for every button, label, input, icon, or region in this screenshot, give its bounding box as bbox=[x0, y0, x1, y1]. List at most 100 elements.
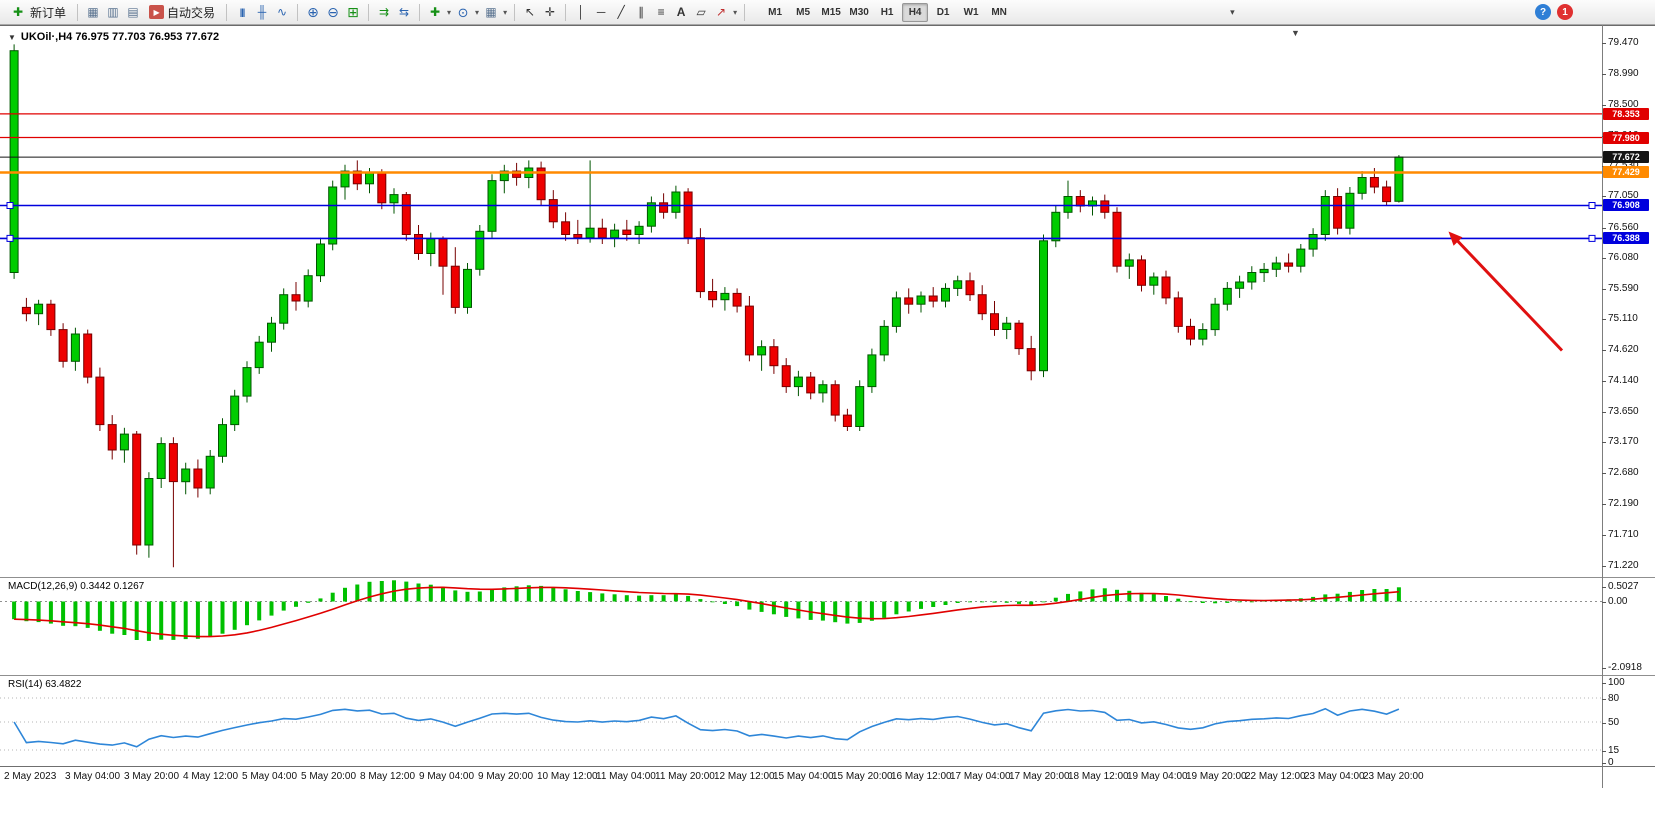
time-axis-label: 19 May 04:00 bbox=[1127, 771, 1188, 782]
indicators-icon[interactable]: ✚ bbox=[430, 5, 441, 19]
macd-plot[interactable] bbox=[0, 578, 1602, 675]
time-axis-label: 23 May 20:00 bbox=[1363, 771, 1424, 782]
rsi-line bbox=[13, 707, 1400, 748]
notification-badge[interactable]: 1 bbox=[1557, 4, 1573, 20]
crosshair-icon[interactable]: ✛ bbox=[545, 5, 556, 19]
time-axis-label: 22 May 12:00 bbox=[1245, 771, 1306, 782]
time-axis-label: 11 May 20:00 bbox=[655, 771, 715, 782]
templates-icon[interactable]: ▦ bbox=[485, 5, 497, 19]
chart-title-text: UKOil·,H4 76.975 77.703 76.953 77.672 bbox=[20, 31, 220, 43]
charts-profile-icon[interactable]: ▦ bbox=[87, 5, 99, 19]
timeframe-button-mn[interactable]: MN bbox=[991, 6, 1007, 18]
price-scale-tick: 77.050 bbox=[1602, 190, 1639, 201]
indicators-dropdown-caret[interactable]: ▾ bbox=[447, 7, 452, 17]
candlesticks bbox=[9, 44, 1404, 568]
time-axis-label: 2 May 2023 bbox=[4, 771, 57, 782]
chart-title: ▼ UKOil·,H4 76.975 77.703 76.953 77.672 bbox=[8, 31, 219, 43]
timeframe-button-w1[interactable]: W1 bbox=[963, 6, 979, 18]
fibonacci-icon[interactable]: ≡ bbox=[657, 5, 665, 19]
toolbar-separator bbox=[419, 3, 421, 21]
candlestick-plot[interactable] bbox=[0, 26, 1602, 578]
timeframe-button-m5[interactable]: M5 bbox=[796, 6, 811, 18]
bar-chart-icon[interactable]: ||| bbox=[239, 6, 246, 17]
time-axis-label: 9 May 04:00 bbox=[419, 771, 475, 782]
price-scale-tick: 78.500 bbox=[1602, 99, 1639, 110]
time-axis-label: 5 May 20:00 bbox=[301, 771, 357, 782]
trendline-icon[interactable]: ╱ bbox=[617, 5, 625, 19]
cursor-icon[interactable]: ↖ bbox=[525, 5, 536, 19]
tile-windows-icon[interactable]: ⊞ bbox=[347, 4, 359, 20]
time-axis-label: 15 May 04:00 bbox=[773, 771, 834, 782]
line-handle[interactable] bbox=[1588, 202, 1596, 209]
rsi-plot[interactable] bbox=[0, 676, 1602, 766]
trend-arrow-line[interactable] bbox=[1450, 234, 1564, 352]
timeframe-button-h1[interactable]: H1 bbox=[880, 6, 894, 18]
toolbar-separator bbox=[565, 3, 567, 21]
price-scale-tick: 74.620 bbox=[1602, 344, 1639, 355]
arrows-dropdown-caret[interactable]: ▾ bbox=[733, 7, 738, 17]
time-axis-label: 23 May 04:00 bbox=[1304, 771, 1365, 782]
periods-icon[interactable]: ⊙ bbox=[457, 4, 469, 20]
toolbar-separator bbox=[368, 3, 370, 21]
level-price-tag[interactable]: 77.429 bbox=[1603, 166, 1649, 178]
price-scale-tick: 71.220 bbox=[1602, 560, 1639, 571]
time-axis-label: 18 May 12:00 bbox=[1068, 771, 1129, 782]
level-price-tag[interactable]: 76.908 bbox=[1603, 199, 1649, 211]
templates-dropdown-caret[interactable]: ▾ bbox=[503, 7, 508, 17]
scale-divider bbox=[1602, 25, 1603, 788]
zoom-out-icon[interactable]: ⊖ bbox=[327, 4, 339, 20]
level-price-tag[interactable]: 77.980 bbox=[1603, 132, 1649, 144]
shapes-icon[interactable]: ▱ bbox=[696, 5, 706, 19]
navigator-icon[interactable]: ▤ bbox=[127, 5, 139, 19]
toolbar-separator bbox=[77, 3, 79, 21]
line-handle[interactable] bbox=[6, 234, 14, 242]
line-handle[interactable] bbox=[1588, 234, 1596, 242]
market-watch-icon[interactable]: ▥ bbox=[107, 5, 119, 19]
vertical-line-icon[interactable]: │ bbox=[577, 5, 585, 19]
macd-panel[interactable]: MACD(12,26,9) 0.3442 0.1267 0.5027 0.00 -2… bbox=[0, 577, 1655, 675]
arrows-icon[interactable]: ↗ bbox=[716, 5, 727, 19]
level-price-tag[interactable]: 78.353 bbox=[1603, 108, 1649, 120]
time-axis-label: 8 May 12:00 bbox=[360, 771, 416, 782]
time-axis-label: 19 May 20:00 bbox=[1186, 771, 1247, 782]
candlestick-chart-icon[interactable]: ╫ bbox=[257, 5, 267, 19]
horizontal-line-icon[interactable]: ─ bbox=[596, 5, 606, 19]
timeframe-button-d1[interactable]: D1 bbox=[936, 6, 950, 18]
line-handle[interactable] bbox=[6, 202, 14, 209]
main-price-chart[interactable]: ▼ UKOil·,H4 76.975 77.703 76.953 77.672 … bbox=[0, 25, 1655, 577]
rsi-scale-tick: 100 bbox=[1602, 677, 1625, 688]
price-scale-tick: 75.590 bbox=[1602, 283, 1639, 294]
line-chart-icon[interactable]: ∿ bbox=[277, 5, 288, 19]
timeframe-button-m30[interactable]: M30 bbox=[849, 6, 869, 18]
rsi-panel[interactable]: RSI(14) 63.4822 100 80 50 15 0 bbox=[0, 675, 1655, 768]
toolbar-separator bbox=[744, 3, 746, 21]
level-price-tag[interactable]: 76.388 bbox=[1603, 232, 1649, 244]
text-icon[interactable]: A bbox=[676, 5, 686, 19]
price-scale-tick: 74.140 bbox=[1602, 375, 1639, 386]
new-order-button[interactable]: ✚ 新订单 bbox=[4, 2, 71, 23]
zoom-in-icon[interactable]: ⊕ bbox=[307, 4, 319, 20]
price-scale-tick: 76.560 bbox=[1602, 222, 1639, 233]
time-axis-label: 3 May 20:00 bbox=[124, 771, 180, 782]
help-icon[interactable]: ? bbox=[1535, 4, 1551, 20]
chart-shift-icon[interactable]: ⇆ bbox=[399, 5, 410, 19]
time-axis-label: 4 May 12:00 bbox=[183, 771, 239, 782]
autotrading-button[interactable]: ▶ 自动交易 bbox=[144, 2, 220, 23]
macd-signal-line bbox=[14, 586, 1399, 638]
price-scale-tick: 71.710 bbox=[1602, 529, 1639, 540]
channel-icon[interactable]: ∥ bbox=[638, 5, 645, 19]
current-price-tag[interactable]: 77.672 bbox=[1603, 151, 1649, 163]
chart-shift-marker: ▼ bbox=[1291, 28, 1300, 38]
time-axis[interactable]: 2 May 2023 3 May 04:00 3 May 20:00 4 May 12… bbox=[0, 766, 1655, 788]
rsi-scale-tick: 0 bbox=[1602, 757, 1614, 768]
periods-dropdown-caret[interactable]: ▾ bbox=[475, 7, 480, 17]
collapse-icon[interactable]: ▼ bbox=[8, 32, 16, 42]
auto-scroll-icon[interactable]: ⇉ bbox=[379, 5, 390, 19]
toolbar-overflow-icon[interactable]: ▾ bbox=[1230, 6, 1235, 17]
timeframe-button-h4[interactable]: H4 bbox=[902, 2, 929, 22]
time-axis-label: 9 May 20:00 bbox=[478, 771, 534, 782]
timeframe-button-m15[interactable]: M15 bbox=[821, 6, 841, 18]
timeframe-button-m1[interactable]: M1 bbox=[768, 6, 783, 18]
new-order-icon: ✚ bbox=[12, 5, 24, 19]
autotrading-label: 自动交易 bbox=[167, 5, 216, 20]
